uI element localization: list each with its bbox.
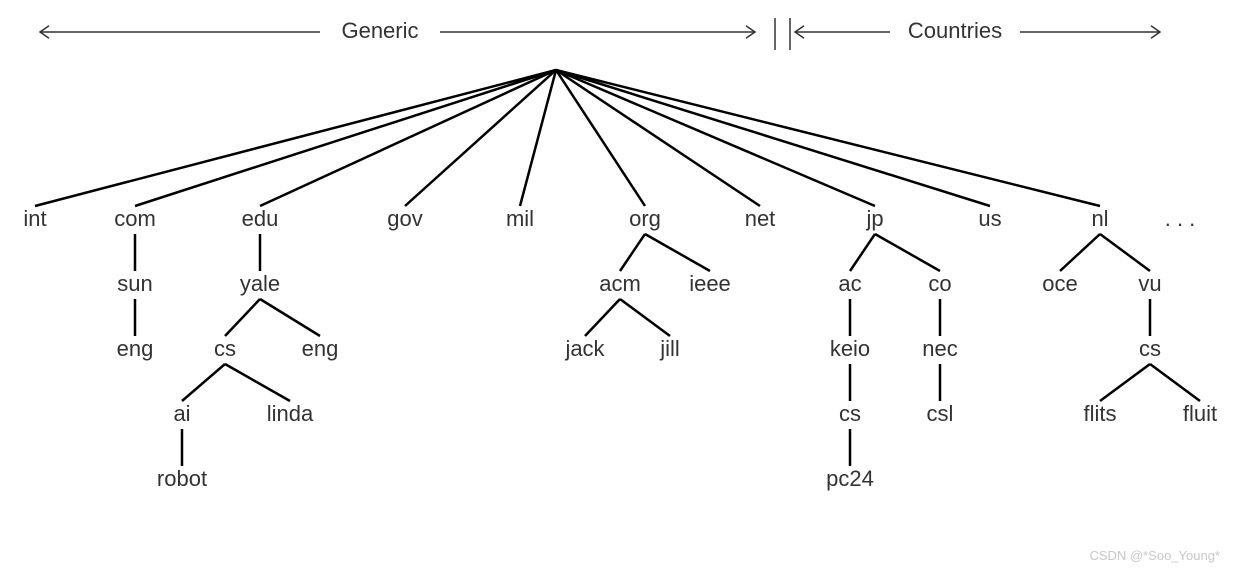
node-ac: ac bbox=[838, 271, 861, 296]
node-sun: sun bbox=[117, 271, 152, 296]
generic-header: Generic bbox=[341, 18, 418, 43]
node-int: int bbox=[23, 206, 46, 231]
node-com: com bbox=[114, 206, 156, 231]
countries-header: Countries bbox=[908, 18, 1002, 43]
node-eng2: eng bbox=[302, 336, 339, 361]
node-jack: jack bbox=[564, 336, 605, 361]
edge-yale-eng2 bbox=[260, 299, 320, 336]
node-keio: keio bbox=[830, 336, 870, 361]
edge-cs3-fluit bbox=[1150, 364, 1200, 401]
edge-acm-jack bbox=[585, 299, 620, 336]
edge-yale-cs1 bbox=[225, 299, 260, 336]
node-vu: vu bbox=[1138, 271, 1161, 296]
edge-root-mil bbox=[520, 70, 556, 206]
node-robot: robot bbox=[157, 466, 207, 491]
node-yale: yale bbox=[240, 271, 280, 296]
edge-nl-vu bbox=[1100, 234, 1150, 271]
watermark-text: CSDN @*Soo_Young* bbox=[1089, 548, 1220, 563]
node-layer: int com edu gov mil org net jp us nl . . . sun yale a… bbox=[23, 206, 1217, 491]
node-linda: linda bbox=[267, 401, 314, 426]
node-co: co bbox=[928, 271, 951, 296]
header-layer: Generic Countries bbox=[40, 18, 1160, 50]
node-csl: csl bbox=[927, 401, 954, 426]
edge-nl-oce bbox=[1060, 234, 1100, 271]
edge-root-net bbox=[556, 70, 760, 206]
node-ieee: ieee bbox=[689, 271, 731, 296]
node-nl: nl bbox=[1091, 206, 1108, 231]
edge-cs1-linda bbox=[225, 364, 290, 401]
node-jp: jp bbox=[865, 206, 883, 231]
node-acm: acm bbox=[599, 271, 641, 296]
edge-root-us bbox=[556, 70, 990, 206]
edge-org-ieee bbox=[645, 234, 710, 271]
node-gov: gov bbox=[387, 206, 422, 231]
node-oce: oce bbox=[1042, 271, 1077, 296]
edge-org-acm bbox=[620, 234, 645, 271]
node-eng1: eng bbox=[117, 336, 154, 361]
node-net: net bbox=[745, 206, 776, 231]
edge-jp-co bbox=[875, 234, 940, 271]
node-pc24: pc24 bbox=[826, 466, 874, 491]
node-us: us bbox=[978, 206, 1001, 231]
node-cs3: cs bbox=[1139, 336, 1161, 361]
edge-cs1-ai bbox=[182, 364, 225, 401]
edge-root-com bbox=[135, 70, 556, 206]
node-cs1: cs bbox=[214, 336, 236, 361]
edge-jp-ac bbox=[850, 234, 875, 271]
node-edu: edu bbox=[242, 206, 279, 231]
node-mil: mil bbox=[506, 206, 534, 231]
node-jill: jill bbox=[659, 336, 680, 361]
edge-acm-jill bbox=[620, 299, 670, 336]
edge-cs3-flits bbox=[1100, 364, 1150, 401]
edge-root-int bbox=[35, 70, 556, 206]
node-dots: . . . bbox=[1165, 206, 1196, 231]
node-nec: nec bbox=[922, 336, 957, 361]
node-cs2: cs bbox=[839, 401, 861, 426]
edge-root-edu bbox=[260, 70, 556, 206]
node-ai: ai bbox=[173, 401, 190, 426]
node-fluit: fluit bbox=[1183, 401, 1217, 426]
node-org: org bbox=[629, 206, 661, 231]
edge-layer bbox=[35, 70, 1200, 466]
node-flits: flits bbox=[1084, 401, 1117, 426]
edge-root-org bbox=[556, 70, 645, 206]
dns-tree-diagram: Generic Countries int com edu gov mil org net jp… bbox=[0, 0, 1246, 576]
